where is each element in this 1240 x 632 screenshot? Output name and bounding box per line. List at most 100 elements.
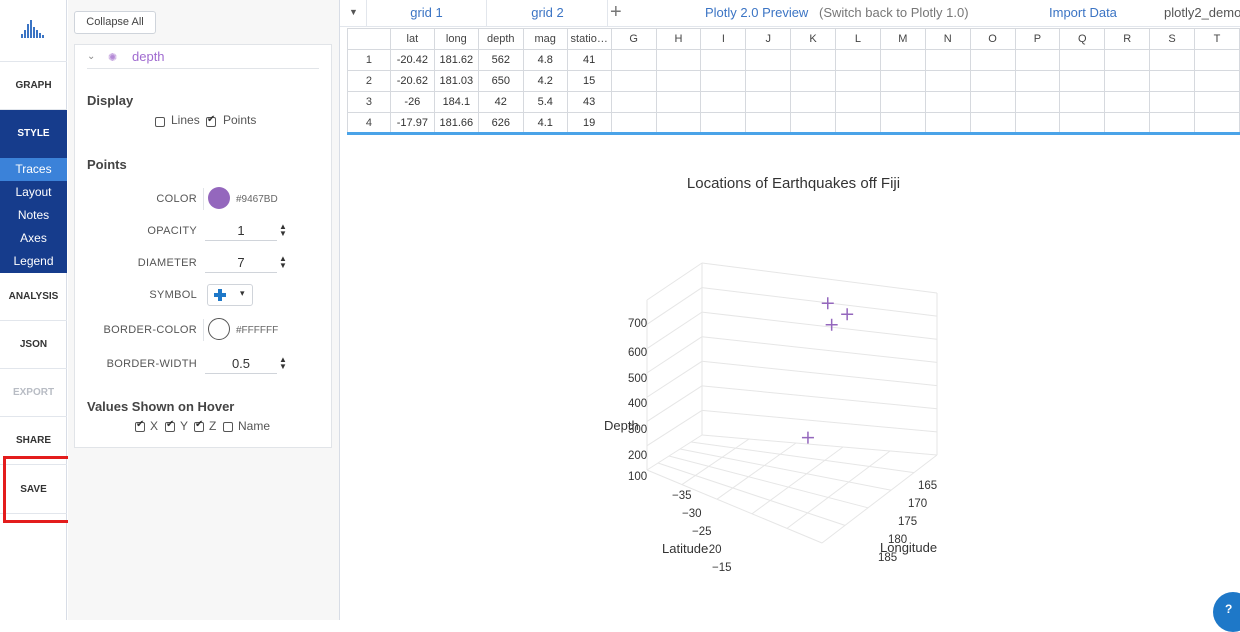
hover-y-checkbox[interactable]: [165, 419, 175, 432]
grid-cell[interactable]: 4.2: [522, 70, 568, 92]
grid-cell[interactable]: 562: [477, 49, 524, 71]
grid-cell[interactable]: [1059, 70, 1106, 92]
grid-cell[interactable]: [969, 112, 1016, 132]
grid-cell[interactable]: [1194, 91, 1240, 113]
opacity-input[interactable]: 1: [205, 220, 277, 241]
grid-cell[interactable]: [745, 70, 792, 92]
grid-row-number[interactable]: 4: [347, 112, 391, 132]
style-subnav-legend[interactable]: Legend: [0, 250, 67, 273]
grid-cell[interactable]: [879, 49, 926, 71]
grid-cell[interactable]: [1059, 49, 1106, 71]
grid-cell[interactable]: [1104, 49, 1151, 71]
grid-cell[interactable]: [790, 112, 837, 132]
style-subnav-layout[interactable]: Layout: [0, 181, 67, 204]
grid-cell[interactable]: [1014, 70, 1061, 92]
import-data-link[interactable]: Import Data: [1049, 5, 1117, 20]
grid-menu-toggle[interactable]: ▼: [340, 0, 367, 27]
grid-cell[interactable]: 181.66: [433, 112, 479, 132]
plotly-logo-icon[interactable]: [0, 0, 67, 62]
grid-cell[interactable]: [655, 49, 702, 71]
grid-cell[interactable]: [1059, 112, 1106, 132]
grid-cell[interactable]: [700, 112, 747, 132]
grid-cell[interactable]: [835, 112, 881, 132]
grid-cell[interactable]: [835, 70, 881, 92]
switch-back-link[interactable]: (Switch back to Plotly 1.0): [819, 5, 969, 20]
grid-cell[interactable]: [1149, 49, 1195, 71]
grid-cell[interactable]: [924, 70, 971, 92]
data-point[interactable]: [801, 431, 814, 444]
grid-cell[interactable]: 4.1: [522, 112, 568, 132]
add-tab-icon[interactable]: +: [610, 1, 622, 23]
tab-grid-2[interactable]: grid 2: [488, 0, 608, 27]
grid-column-header[interactable]: G: [610, 28, 657, 50]
grid-cell[interactable]: [790, 70, 837, 92]
grid-cell[interactable]: [610, 49, 657, 71]
grid-cell[interactable]: [1104, 112, 1151, 132]
grid-cell[interactable]: [1014, 112, 1061, 132]
grid-cell[interactable]: -20.62: [389, 70, 435, 92]
grid-cell[interactable]: [969, 91, 1016, 113]
grid-cell[interactable]: [879, 91, 926, 113]
grid-cell[interactable]: 626: [477, 112, 524, 132]
grid-cell[interactable]: [745, 91, 792, 113]
rail-style-button[interactable]: STYLE: [0, 110, 67, 158]
hover-x-checkbox[interactable]: [135, 419, 145, 432]
grid-column-header[interactable]: R: [1104, 28, 1151, 50]
grid-cell[interactable]: [924, 91, 971, 113]
data-point[interactable]: [841, 308, 854, 321]
grid-cell[interactable]: [610, 112, 657, 132]
grid-cell[interactable]: 650: [477, 70, 524, 92]
grid-cell[interactable]: [790, 49, 837, 71]
data-point[interactable]: [825, 318, 838, 331]
grid-cell[interactable]: [1014, 49, 1061, 71]
grid-cell[interactable]: -26: [389, 91, 435, 113]
filename[interactable]: plotly2_demo: [1164, 5, 1240, 20]
style-subnav-traces[interactable]: Traces: [0, 158, 67, 181]
color-swatch[interactable]: [208, 187, 230, 209]
grid-cell[interactable]: -20.42: [389, 49, 435, 71]
diameter-stepper[interactable]: ▲ ▼: [279, 254, 287, 270]
grid-cell[interactable]: [1014, 91, 1061, 113]
grid-column-header[interactable]: T: [1194, 28, 1240, 50]
grid-column-header[interactable]: mag: [522, 28, 568, 50]
grid-cell[interactable]: [835, 91, 881, 113]
border-color-swatch[interactable]: [208, 318, 230, 340]
grid-column-header[interactable]: K: [790, 28, 837, 50]
collapse-all-button[interactable]: Collapse All: [74, 11, 156, 34]
grid-cell[interactable]: [745, 49, 792, 71]
grid-row-number[interactable]: 2: [347, 70, 391, 92]
grid-cell[interactable]: 5.4: [522, 91, 568, 113]
grid-cell[interactable]: [1104, 70, 1151, 92]
grid-cell[interactable]: [700, 49, 747, 71]
grid-cell[interactable]: [835, 49, 881, 71]
style-subnav-axes[interactable]: Axes: [0, 227, 67, 250]
grid-cell[interactable]: 184.1: [433, 91, 479, 113]
rail-graph-button[interactable]: GRAPH: [0, 62, 67, 110]
grid-cell[interactable]: [1149, 112, 1195, 132]
grid-row-number[interactable]: 3: [347, 91, 391, 113]
grid-cell[interactable]: 43: [566, 91, 612, 113]
grid-cell[interactable]: 181.62: [433, 49, 479, 71]
grid-column-header[interactable]: lat: [389, 28, 435, 50]
grid-cell[interactable]: [924, 112, 971, 132]
points-checkbox[interactable]: [206, 114, 216, 127]
preview-link[interactable]: Plotly 2.0 Preview: [705, 5, 809, 20]
grid-cell[interactable]: 19: [566, 112, 612, 132]
grid-column-header[interactable]: depth: [477, 28, 524, 50]
grid-column-header[interactable]: N: [924, 28, 971, 50]
diameter-input[interactable]: 7: [205, 252, 277, 273]
grid-cell[interactable]: [879, 112, 926, 132]
border-width-input[interactable]: 0.5: [205, 353, 277, 374]
help-button[interactable]: ?: [1213, 592, 1240, 632]
grid-row-number[interactable]: 1: [347, 49, 391, 71]
grid-column-header[interactable]: S: [1149, 28, 1195, 50]
hover-z-checkbox[interactable]: [194, 419, 204, 432]
grid-column-header[interactable]: statio…: [566, 28, 612, 50]
border-width-stepper[interactable]: ▲ ▼: [279, 355, 287, 371]
scatter3d-plot[interactable]: [347, 145, 1240, 620]
rail-analysis-button[interactable]: ANALYSIS: [0, 273, 67, 321]
grid-cell[interactable]: 41: [566, 49, 612, 71]
trace-name[interactable]: depth: [132, 49, 165, 64]
grid-column-header[interactable]: P: [1014, 28, 1061, 50]
grid-cell[interactable]: [1194, 70, 1240, 92]
